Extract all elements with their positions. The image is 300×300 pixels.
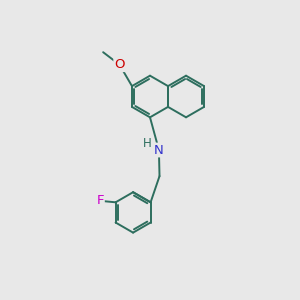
Text: H: H — [143, 137, 152, 150]
Text: F: F — [96, 194, 104, 207]
Text: O: O — [114, 58, 125, 71]
Text: N: N — [154, 143, 164, 157]
